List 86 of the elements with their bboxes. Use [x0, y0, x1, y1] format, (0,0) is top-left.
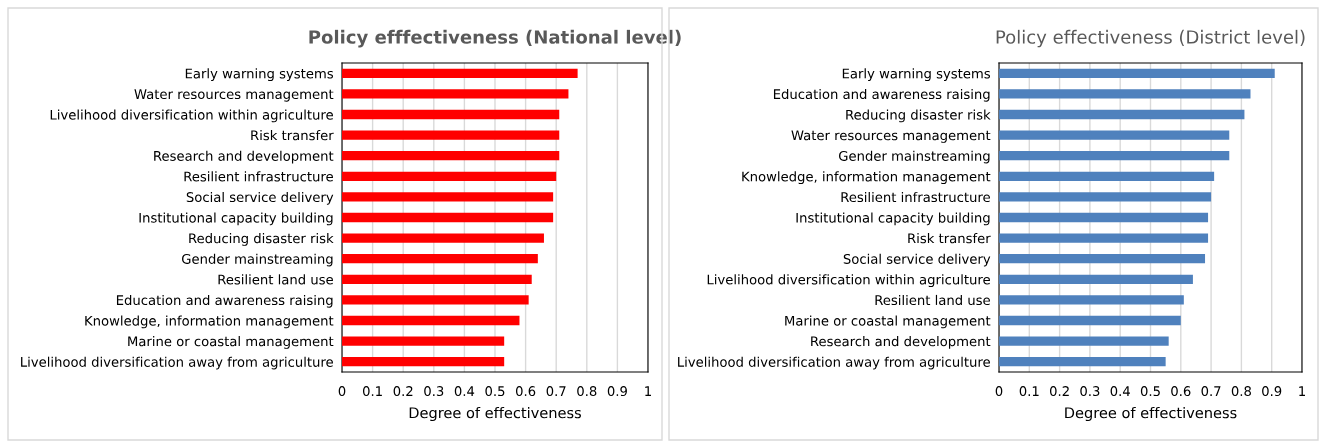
bar	[342, 171, 557, 181]
bar	[999, 274, 1193, 284]
y-tick-label: Water resources management	[134, 89, 334, 102]
y-tick-label: Early warning systems	[185, 68, 334, 82]
x-tick-label: 0.8	[577, 386, 597, 397]
y-tick-label: Research and development	[811, 336, 991, 349]
chart-title: Policy efffectiveness (National level)	[309, 29, 681, 48]
y-tick-label: Marine or coastal management	[785, 315, 991, 329]
y-tick-label: Gender mainstreaming	[838, 150, 990, 164]
bar	[999, 192, 1212, 202]
y-tick-label: Reducing disaster risk	[189, 233, 334, 246]
x-tick-label: 0.2	[393, 386, 413, 397]
y-tick-label: Livelihood diversification away from agriculture	[678, 356, 990, 370]
bar	[342, 254, 538, 264]
x-tick-label: 0.5	[1140, 386, 1160, 397]
y-tick-label: Institutional capacity building	[796, 212, 990, 226]
bar	[342, 192, 554, 202]
x-tick-label: 0.3	[1080, 386, 1100, 397]
bar	[999, 254, 1206, 264]
x-tick-label: 0.4	[454, 386, 475, 397]
x-tick-label: 0.4	[1110, 386, 1130, 397]
bar	[342, 130, 560, 140]
x-tick-label: 0.9	[607, 386, 627, 397]
y-tick-label: Reducing disaster risk	[846, 109, 991, 123]
bar	[342, 151, 560, 161]
y-tick-label: Knowledge, information management	[742, 171, 991, 185]
y-tick-label: Risk transfer	[251, 130, 334, 141]
x-tick-label: 0.7	[546, 386, 566, 397]
x-tick-label: 0.7	[1201, 386, 1221, 397]
bar	[999, 151, 1230, 161]
bar	[342, 274, 532, 284]
chart-title: Policy effectiveness (District level)	[996, 29, 1305, 48]
y-tick-label: Resilient land use	[875, 294, 990, 306]
y-tick-label: Gender mainstreaming	[181, 253, 333, 267]
x-tick-label: 0.1	[362, 386, 382, 397]
bar	[342, 68, 578, 78]
y-tick-label: Social service delivery	[843, 253, 991, 267]
x-tick-label: 0.6	[515, 386, 536, 397]
bar	[999, 130, 1230, 140]
bar	[342, 233, 544, 243]
x-tick-label: 0.2	[1049, 386, 1069, 397]
y-tick-label: Marine or coastal management	[128, 336, 334, 349]
bar	[342, 357, 505, 367]
x-tick-label: 0.3	[424, 386, 444, 397]
y-tick-label: Water resources management	[791, 130, 991, 143]
bar	[342, 89, 569, 99]
y-tick-label: Education and awareness raising	[773, 88, 990, 102]
bar	[342, 295, 529, 305]
bar	[342, 212, 554, 223]
y-tick-label: Research and development	[154, 150, 334, 164]
x-axis-title: Degree of effectiveness	[1065, 406, 1237, 422]
bar	[999, 357, 1166, 367]
y-tick-label: Early warning systems	[842, 68, 991, 82]
y-tick-label: Livelihood diversification within agriculture	[50, 109, 333, 123]
bar	[999, 171, 1215, 181]
bar	[999, 212, 1209, 223]
bar	[999, 315, 1181, 326]
y-tick-label: Institutional capacity building	[139, 212, 333, 226]
x-tick-label: 0	[338, 386, 346, 397]
bar	[999, 233, 1209, 243]
x-tick-label: 1	[645, 386, 651, 396]
y-tick-label: Resilient land use	[218, 274, 333, 285]
x-tick-label: 0.1	[1019, 386, 1039, 397]
bar	[999, 295, 1184, 305]
y-tick-label: Livelihood diversification away from agriculture	[21, 356, 333, 370]
bar	[999, 109, 1245, 120]
y-tick-label: Knowledge, information management	[85, 315, 334, 329]
bar	[999, 68, 1275, 78]
y-tick-label: Risk transfer	[908, 233, 991, 244]
x-tick-label: 0.5	[485, 386, 505, 397]
y-tick-label: Resilient infrastructure	[841, 191, 990, 203]
x-tick-label: 0.6	[1171, 386, 1191, 397]
bar	[999, 336, 1169, 346]
y-tick-label: Social service delivery	[186, 191, 334, 205]
bar	[342, 315, 520, 326]
x-tick-label: 0.9	[1262, 386, 1282, 397]
y-tick-label: Livelihood diversification within agriculture	[707, 274, 990, 288]
bar	[342, 109, 560, 120]
y-tick-label: Resilient infrastructure	[184, 171, 333, 182]
y-tick-label: Education and awareness raising	[116, 294, 333, 308]
x-axis-title: Degree of effectiveness	[409, 406, 581, 422]
bar	[999, 89, 1251, 99]
x-tick-label: 0	[995, 386, 1003, 397]
x-tick-label: 0.8	[1231, 386, 1251, 397]
bar	[342, 336, 505, 346]
x-tick-label: 1	[1299, 386, 1305, 396]
